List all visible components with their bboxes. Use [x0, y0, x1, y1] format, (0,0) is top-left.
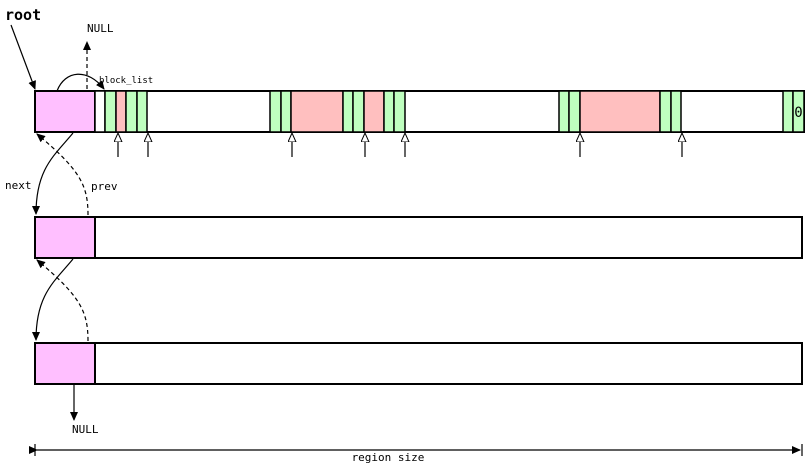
- block-pointers: [118, 134, 682, 157]
- next-label: next: [5, 179, 32, 192]
- free-block: [579, 90, 661, 133]
- terminator-cell: [792, 90, 805, 133]
- block-tag: [659, 90, 672, 133]
- block-tag: [269, 90, 282, 133]
- free-block: [115, 90, 127, 133]
- block-tag: [782, 90, 794, 133]
- null-bottom-label: NULL: [72, 423, 99, 436]
- free-block: [363, 90, 385, 133]
- region-size-label: region size: [352, 451, 425, 464]
- block-tag: [352, 90, 365, 133]
- root-label: root: [5, 6, 41, 24]
- block-cell: [94, 90, 106, 133]
- prev-label: prev: [91, 180, 118, 193]
- region-1-blocks: [94, 90, 805, 133]
- block-tag: [393, 90, 406, 133]
- prev-arrow-2: [36, 259, 89, 342]
- block-tag: [104, 90, 117, 133]
- terminator-label: 0: [794, 105, 802, 121]
- next-arrow-2: [32, 258, 74, 341]
- root-arrow: [10, 24, 36, 90]
- region-3-body: [34, 342, 803, 385]
- block-tag: [136, 90, 148, 133]
- block-tag: [558, 90, 570, 133]
- prev-arrow-1: [36, 133, 89, 216]
- region-1-body: [34, 90, 805, 133]
- null-top-label: NULL: [87, 22, 114, 35]
- block-list-label: block_list: [99, 76, 153, 86]
- block-list-arrow: [56, 73, 105, 92]
- block-tag: [125, 90, 138, 133]
- block-tag: [342, 90, 354, 133]
- block-tag: [383, 90, 395, 133]
- free-block: [290, 90, 344, 133]
- region-2-header: [34, 216, 96, 259]
- block-tag: [568, 90, 581, 133]
- block-tag: [280, 90, 292, 133]
- next-arrow-1: [32, 132, 74, 215]
- region-2: [34, 216, 803, 259]
- region-3-header: [34, 342, 96, 385]
- region-1: 0: [34, 90, 805, 157]
- region-3: [34, 342, 803, 385]
- region-1-header: [34, 90, 96, 133]
- block-tag: [670, 90, 682, 133]
- region-2-body: [34, 216, 803, 259]
